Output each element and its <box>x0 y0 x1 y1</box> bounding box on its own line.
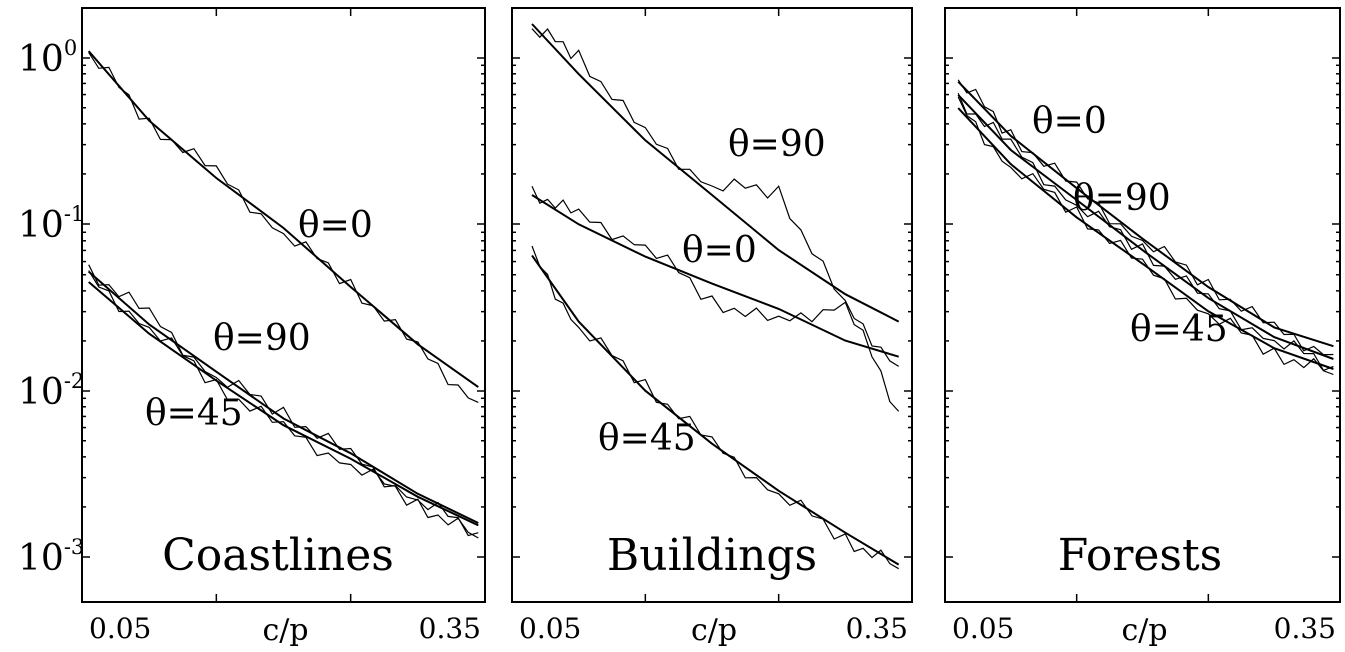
data-line-θ=45 <box>531 245 899 570</box>
curve-label: θ=0 <box>298 205 373 246</box>
curve-label: θ=45 <box>598 418 696 459</box>
curve-label: θ=0 <box>682 230 757 271</box>
y-tick-label: 10-3 <box>18 535 84 579</box>
x-tick-label: 0.35 <box>846 612 908 645</box>
data-line-θ=0 <box>957 79 1334 356</box>
x-axis-label: c/p <box>262 613 308 648</box>
panel-title: Coastlines <box>162 530 394 581</box>
data-line-θ=45 <box>88 270 479 539</box>
fit-line-θ=0 <box>87 50 479 388</box>
y-tick-label: 100 <box>18 36 77 80</box>
x-axis-label: c/p <box>691 613 737 648</box>
x-axis-label: c/p <box>1121 613 1167 648</box>
y-tick-label: 10-1 <box>18 202 84 246</box>
data-line-θ=0 <box>531 185 900 412</box>
y-tick-label: 10-2 <box>18 369 84 413</box>
panel-buildings: 0.05 0.35 c/p θ=90 θ=0 θ=45 Buildings <box>511 7 913 648</box>
fit-line-θ=45 <box>88 281 479 527</box>
panel-title: Buildings <box>607 530 817 581</box>
fit-line-θ=90 <box>531 23 900 323</box>
curve-label: θ=45 <box>145 393 243 434</box>
curve-label: θ=90 <box>213 318 311 359</box>
curve-label: θ=45 <box>1130 309 1228 350</box>
data-line-θ=45 <box>957 96 1334 376</box>
x-tick-label: 0.35 <box>1274 612 1336 645</box>
data-line-θ=90 <box>957 92 1334 372</box>
curve-label: θ=90 <box>728 124 826 165</box>
curve-label: θ=90 <box>1073 178 1171 219</box>
fit-line-θ=45 <box>531 254 900 566</box>
plot-frame <box>944 7 1341 603</box>
data-line-θ=0 <box>88 52 479 403</box>
panel-forests: 0.05 0.35 c/p θ=0 θ=90 θ=45 Forests <box>944 7 1341 648</box>
fit-line-θ=0 <box>531 194 899 358</box>
panel-coastlines: 0.05 0.35 c/p 100 10-1 10-2 10-3 θ=0 θ=90 θ=45 Coa… <box>18 7 486 648</box>
data-line-θ=90 <box>531 28 900 367</box>
x-tick-label: 0.35 <box>419 612 481 645</box>
x-tick-label: 0.05 <box>89 612 151 645</box>
fit-line-θ=90 <box>957 94 1334 360</box>
fit-line-θ=0 <box>957 81 1334 348</box>
fit-line-θ=90 <box>88 270 479 524</box>
plot-frame <box>511 7 913 603</box>
x-tick-label: 0.05 <box>952 612 1014 645</box>
curve-label: θ=0 <box>1032 101 1107 142</box>
x-tick-label: 0.05 <box>519 612 581 645</box>
panel-title: Forests <box>1058 530 1223 581</box>
plot-frame <box>81 7 486 603</box>
